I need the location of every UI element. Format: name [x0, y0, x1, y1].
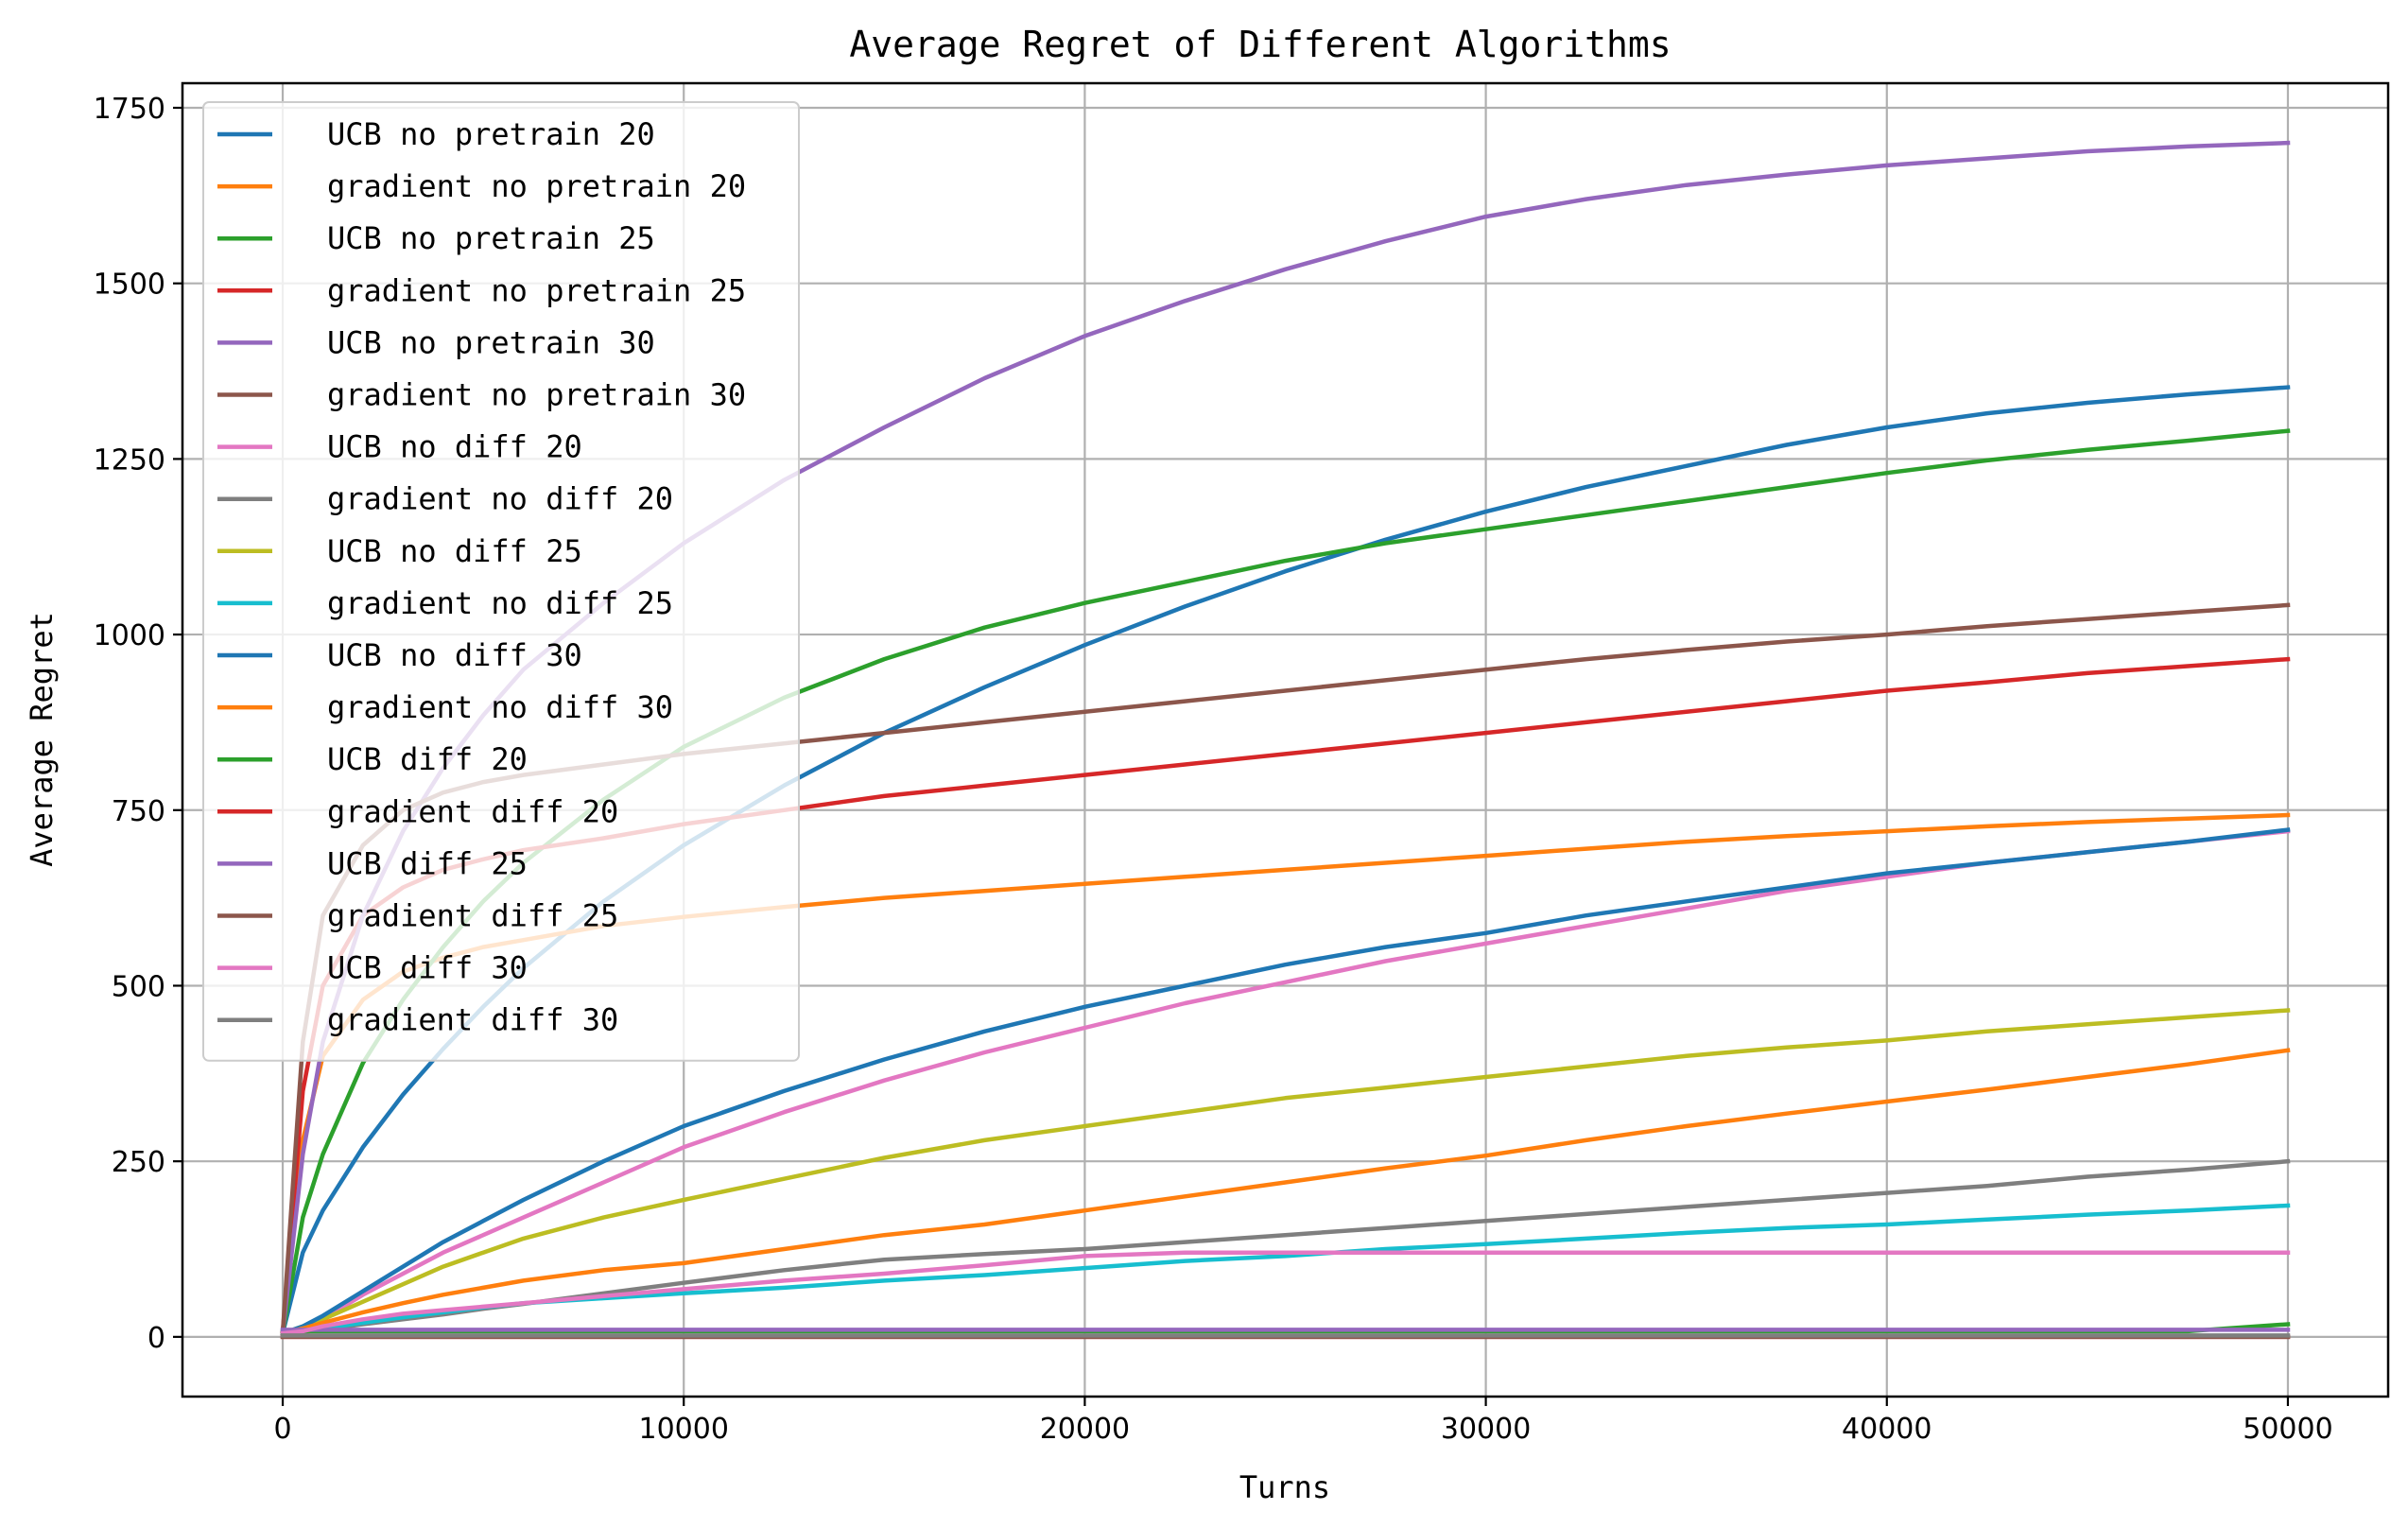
y-axis-label: Average Regret	[24, 612, 60, 867]
legend-entry-label: gradient no diff 30	[327, 689, 673, 725]
plot-frame	[181, 81, 2390, 1398]
axis-ticks: 0 10000 20000 30000 40000 50000 0 250 500 750 1000…	[94, 93, 2333, 1446]
series-line-11	[280, 827, 2291, 1336]
legend-entry-label: UCB diff 30	[327, 950, 528, 986]
y-tick-label: 250	[112, 1146, 165, 1179]
y-tick-label: 0	[147, 1322, 165, 1355]
x-axis-label: Turns	[1239, 1469, 1330, 1505]
y-tick-label: 1250	[94, 443, 165, 477]
legend-entry-label: UCB diff 20	[327, 741, 528, 777]
x-tick-label: 10000	[639, 1413, 729, 1446]
legend-entry-label: gradient diff 25	[327, 898, 618, 934]
x-tick-label: 50000	[2243, 1413, 2332, 1446]
y-tick-label: 1750	[94, 93, 165, 126]
chart-title: Average Regret of Different Algorithms	[849, 24, 1671, 65]
legend-entry-label: UCB no pretrain 30	[327, 324, 655, 360]
legend-entry-label: gradient diff 30	[327, 1002, 618, 1038]
legend-entry-label: UCB no diff 20	[327, 429, 582, 465]
y-tick-label: 750	[112, 795, 165, 828]
series-line-12	[280, 1048, 2291, 1336]
series-lines	[280, 140, 2291, 1340]
legend-entry-label: gradient no diff 25	[327, 585, 673, 621]
legend-entry-label: gradient no pretrain 20	[327, 168, 746, 204]
x-tick-label: 30000	[1441, 1413, 1531, 1446]
series-line-1	[280, 385, 2291, 1336]
legend-entry-label: UCB diff 25	[327, 845, 528, 881]
legend-entry-label: UCB no pretrain 20	[327, 116, 655, 152]
legend-entry-label: UCB no diff 25	[327, 533, 582, 569]
legend-entry-label: gradient diff 20	[327, 793, 618, 829]
legend-entry-label: UCB no pretrain 25	[327, 220, 655, 256]
legend-entry-label: gradient no pretrain 25	[327, 272, 746, 308]
legend: UCB no pretrain 20 gradient no pretrain 2…	[202, 101, 800, 1062]
y-tick-label: 1500	[94, 269, 165, 302]
legend-entry-label: gradient no pretrain 30	[327, 377, 746, 413]
x-tick-label: 0	[273, 1413, 291, 1446]
x-tick-label: 40000	[1842, 1413, 1932, 1446]
legend-box	[202, 101, 800, 1062]
legend-entry-label: UCB no diff 30	[327, 637, 582, 673]
series-line-10	[280, 1203, 2291, 1336]
series-line-17	[280, 1250, 2291, 1336]
y-tick-label: 1000	[94, 619, 165, 652]
x-tick-label: 20000	[1040, 1413, 1130, 1446]
series-line-7	[280, 828, 2291, 1336]
y-tick-label: 500	[112, 970, 165, 1003]
series-line-9	[280, 1008, 2291, 1336]
legend-entry-label: gradient no diff 20	[327, 481, 673, 517]
